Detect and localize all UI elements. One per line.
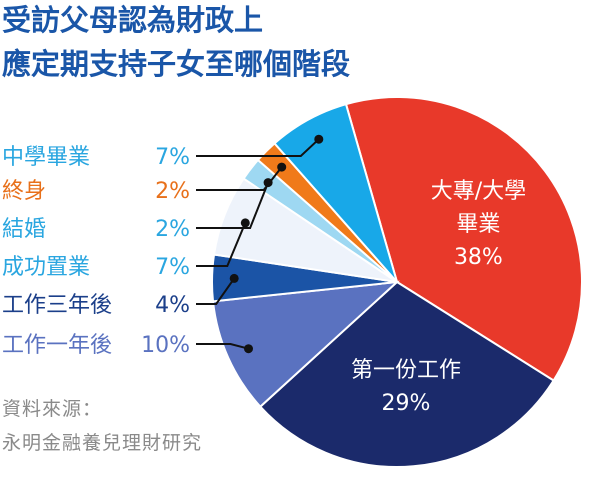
leader-dot: [314, 134, 324, 144]
pie-slice: [211, 280, 400, 409]
leader-line: [196, 222, 247, 267]
leader-line: [196, 166, 283, 191]
slice-value-label: 38%: [454, 245, 503, 270]
leader-dot: [277, 162, 287, 172]
legend-label: 中學畢業: [2, 145, 90, 170]
leader-dot: [244, 344, 253, 354]
legend-value: 7%: [155, 255, 190, 280]
chart-title-line-2: 應定期支持子女至哪個階段: [2, 47, 350, 81]
source-label: 資料來源：: [2, 398, 102, 420]
source-name: 永明金融養兒理財研究: [2, 432, 202, 454]
legend-value: 10%: [141, 333, 190, 358]
pie-legend: 工作一年後 10% 工作三年後 4% 成功置業 7% 結婚 2% 終身 2% 中學畢業 7%: [2, 134, 324, 358]
leader-line: [196, 277, 236, 305]
leader-line: [196, 138, 320, 157]
legend-value: 7%: [155, 145, 190, 170]
chart-title-line-1: 受訪父母認為財政上: [2, 3, 263, 37]
legend-label: 終身: [2, 179, 46, 204]
legend-label: 成功置業: [2, 255, 90, 280]
pie-slice: [273, 102, 398, 283]
slice-label: 大專/大學: [431, 179, 526, 204]
leader-dot: [229, 273, 239, 283]
pie-slice: [258, 280, 555, 468]
pie-slices: [210, 96, 583, 468]
pie-slice: [344, 96, 583, 382]
legend-value: 4%: [155, 293, 190, 318]
legend-label: 工作一年後: [2, 333, 112, 358]
legend-value: 2%: [155, 217, 190, 242]
leader-dot: [240, 218, 250, 228]
slice-value-label: 29%: [382, 391, 431, 416]
slice-label: 畢業: [456, 212, 500, 237]
leader-line: [196, 182, 270, 229]
legend-value: 2%: [155, 179, 190, 204]
slice-label: 第一份工作: [351, 358, 461, 383]
legend-label: 結婚: [2, 217, 46, 242]
leader-line: [196, 343, 249, 350]
legend-label: 工作三年後: [2, 293, 112, 318]
